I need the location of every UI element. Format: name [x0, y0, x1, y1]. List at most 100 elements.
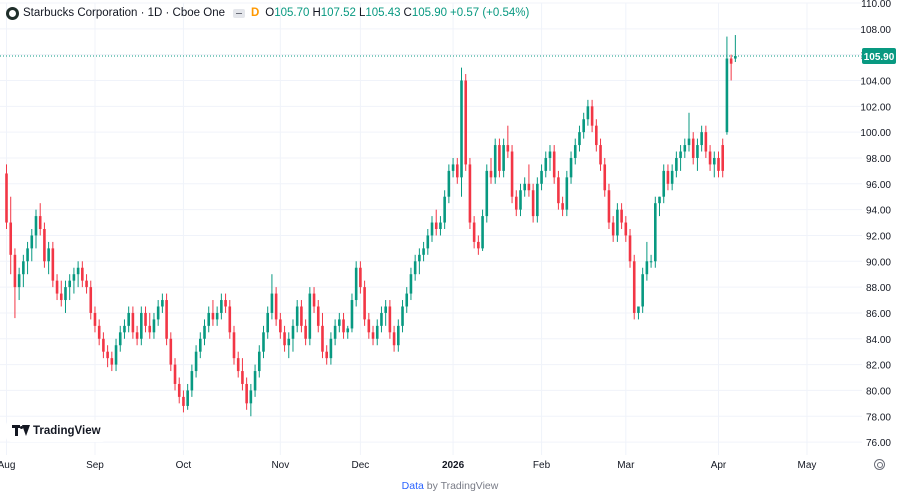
- candle-body: [283, 332, 286, 346]
- candle: [207, 306, 211, 333]
- candle: [55, 274, 59, 301]
- candle: [734, 35, 737, 63]
- candle: [691, 132, 695, 165]
- candle-body: [148, 325, 152, 333]
- candle-body: [262, 332, 265, 352]
- candle: [540, 164, 543, 191]
- starbucks-logo-icon: [6, 6, 19, 20]
- y-tick-label: 92.00: [866, 231, 891, 242]
- candle-body: [173, 364, 177, 384]
- candle-body: [93, 312, 97, 326]
- candle: [578, 125, 581, 152]
- candles-series: [5, 35, 737, 417]
- candle-body: [131, 312, 135, 333]
- candle-body: [203, 325, 206, 339]
- x-tick-label: 2026: [442, 460, 465, 471]
- candle-body: [123, 325, 126, 333]
- candle-body: [422, 248, 425, 255]
- candle: [514, 190, 518, 217]
- candle: [236, 351, 240, 378]
- candle: [215, 306, 219, 326]
- candle: [712, 151, 716, 178]
- candle: [321, 312, 324, 359]
- candle-body: [611, 222, 615, 236]
- chart-grid: [0, 2, 862, 455]
- open-label: O: [265, 7, 275, 19]
- candle-body: [312, 293, 316, 307]
- candle: [194, 345, 198, 378]
- candle-body: [527, 183, 531, 191]
- candle-body: [426, 235, 430, 249]
- candle: [152, 312, 156, 339]
- candle-body: [38, 216, 42, 229]
- candle-body: [89, 287, 93, 313]
- high-label: H: [312, 7, 321, 19]
- candle-body: [22, 261, 25, 275]
- candle-body: [338, 319, 341, 326]
- candle: [190, 364, 194, 397]
- candle-body: [253, 371, 257, 391]
- candle-body: [485, 170, 489, 217]
- candle-body: [460, 80, 463, 178]
- candle-body: [729, 58, 733, 64]
- candle-body: [641, 274, 644, 307]
- candle-body: [34, 216, 38, 236]
- candle: [464, 74, 468, 171]
- candle: [224, 293, 227, 313]
- candle: [548, 145, 552, 171]
- candle: [721, 138, 725, 178]
- symbol-title[interactable]: Starbucks Corporation · 1D · Cboe One: [23, 7, 225, 19]
- candle: [76, 261, 80, 288]
- candle: [645, 241, 649, 281]
- candle: [22, 254, 25, 288]
- candle: [241, 358, 244, 391]
- y-tick-label: 108.00: [860, 25, 891, 36]
- candle: [392, 325, 396, 352]
- candle-body: [245, 383, 248, 404]
- time-axis[interactable]: Aug Sep Oct Nov Dec 2026 Feb Mar Apr May: [0, 460, 816, 471]
- candle-body: [464, 80, 468, 165]
- candle-body: [249, 390, 253, 404]
- tradingview-watermark[interactable]: TradingView: [6, 420, 107, 442]
- candle: [148, 312, 152, 339]
- candle-body: [190, 371, 194, 391]
- candle-body: [279, 319, 282, 333]
- high-value: 107.52: [320, 7, 356, 19]
- y-tick-label: 76.00: [866, 438, 891, 449]
- settings-icon[interactable]: [874, 459, 885, 470]
- interval-badge: D: [250, 7, 260, 19]
- candle-body: [569, 157, 573, 178]
- data-link[interactable]: Data: [401, 480, 424, 492]
- candle: [68, 274, 71, 301]
- candle-body: [81, 267, 84, 281]
- candle: [89, 280, 93, 320]
- candle: [93, 306, 97, 333]
- eye-icon[interactable]: [232, 8, 245, 18]
- candle: [85, 274, 88, 294]
- candle: [257, 345, 261, 378]
- candle-body: [354, 267, 358, 301]
- candle-body: [380, 312, 383, 326]
- candle-body: [5, 173, 8, 223]
- candle-body: [523, 183, 526, 191]
- candle-body: [704, 132, 708, 152]
- candle-body: [30, 235, 34, 249]
- candle: [26, 241, 29, 275]
- tradingview-logo-icon: [12, 425, 30, 437]
- x-tick-label: May: [798, 460, 817, 471]
- candle-body: [514, 196, 518, 210]
- candle: [47, 241, 50, 275]
- candle: [405, 287, 409, 313]
- x-tick-label: Aug: [0, 460, 15, 471]
- price-axis[interactable]: 76.00 78.00 80.00 82.00 84.00 86.00 88.00 90.00…: [860, 0, 891, 449]
- candle: [203, 319, 206, 346]
- candle: [489, 157, 493, 184]
- candle-body: [595, 125, 598, 146]
- candle-body: [97, 325, 101, 339]
- candle-body: [156, 306, 160, 320]
- candle-body: [198, 338, 202, 352]
- y-tick-label: 104.00: [860, 76, 891, 87]
- candle: [363, 280, 366, 326]
- candle-body: [270, 293, 274, 313]
